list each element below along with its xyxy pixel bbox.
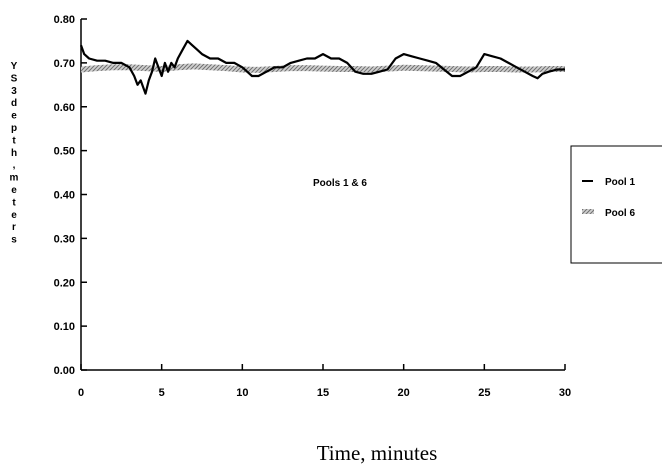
series-layer — [79, 39, 565, 95]
chart-annotation: Pools 1 & 6 — [313, 178, 367, 189]
y-tick-label: 0.00 — [54, 365, 75, 377]
legend-box — [570, 145, 662, 264]
x-tick-label: 15 — [317, 387, 329, 399]
y-ticks: 0.00 0.10 0.20 0.30 0.40 0.50 0.60 0.70 0.80 — [54, 14, 87, 377]
legend-label-pool-6: Pool 6 — [605, 208, 635, 219]
y-tick-label: 0.50 — [54, 146, 75, 158]
legend: Pool 1 Pool 6 — [570, 145, 662, 264]
x-tick-label: 5 — [159, 387, 165, 399]
y-tick-label: 0.20 — [54, 277, 75, 289]
y-tick-label: 0.70 — [54, 58, 75, 70]
x-tick-label: 30 — [559, 387, 571, 399]
y-tick-label: 0.60 — [54, 102, 75, 114]
x-axis-label: Time, minutes — [317, 441, 438, 465]
x-tick-label: 0 — [78, 387, 84, 399]
y-tick-label: 0.30 — [54, 233, 75, 245]
series-line-pool-1 — [79, 39, 565, 95]
x-tick-label: 10 — [236, 387, 248, 399]
x-tick-label: 25 — [478, 387, 490, 399]
legend-swatch-pool-6 — [582, 209, 594, 214]
legend-label-pool-1: Pool 1 — [605, 177, 635, 188]
x-ticks: 0 5 10 15 20 25 30 — [78, 364, 571, 399]
y-tick-label: 0.10 — [54, 321, 75, 333]
y-tick-label: 0.40 — [54, 190, 75, 202]
x-tick-label: 20 — [398, 387, 410, 399]
y-tick-label: 0.80 — [54, 14, 75, 26]
